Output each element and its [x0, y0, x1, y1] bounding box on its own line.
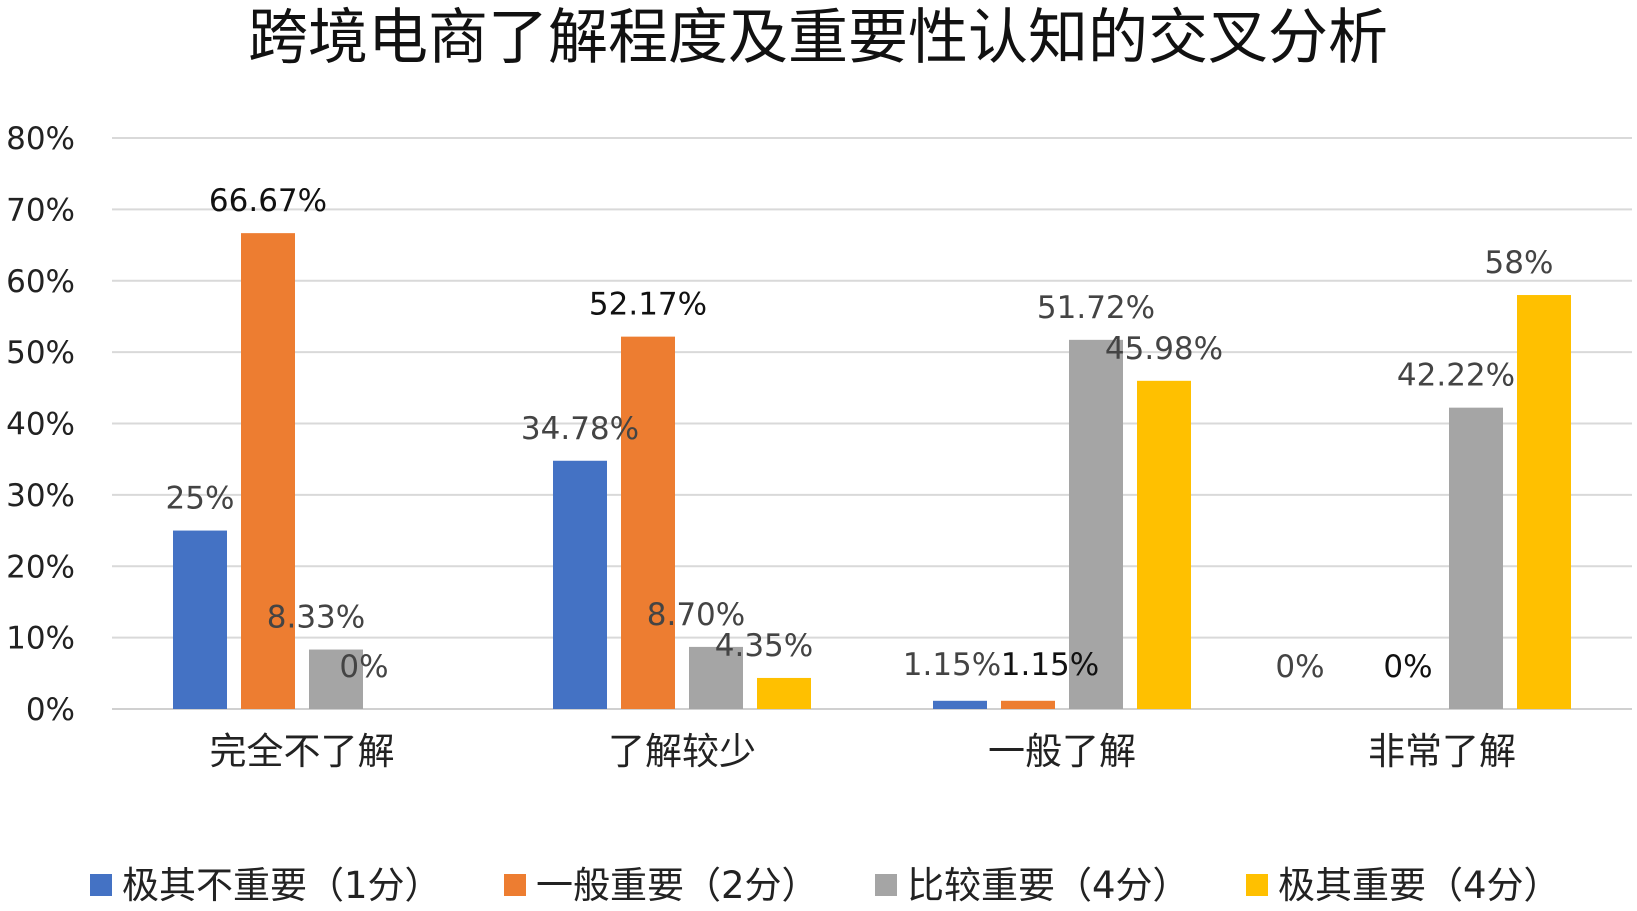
data-labels: 25% 66.67% 8.33% 0% 34.78% 52.17% 8.70%4.35% 1.…: [166, 183, 1554, 685]
y-tick-label: 10%: [6, 621, 75, 657]
bar: [309, 649, 363, 709]
chart-title: 跨境电商了解程度及重要性认知的交叉分析: [248, 3, 1388, 73]
y-tick-label: 50%: [6, 335, 75, 371]
data-label: 0%: [1275, 649, 1324, 685]
gridlines: [112, 137, 1632, 710]
legend-swatch: [504, 874, 526, 896]
legend-label: 极其不重要（1分）: [122, 864, 442, 907]
bar: [173, 530, 227, 709]
x-category-label: 一般了解: [988, 730, 1136, 773]
data-label: 42.22%: [1397, 358, 1515, 394]
data-label: 58%: [1485, 245, 1554, 281]
legend-swatch: [1246, 874, 1268, 896]
data-label: 0%: [1383, 649, 1432, 685]
bar: [1449, 407, 1503, 709]
y-tick-label: 30%: [6, 478, 75, 514]
y-axis-ticks: 0% 10% 20% 30% 40% 50% 60% 70% 80%: [6, 121, 75, 728]
data-label: 52.17%: [589, 287, 707, 323]
legend-label: 比较重要（4分）: [907, 864, 1190, 907]
x-axis-categories: 完全不了解 了解较少 一般了解 非常了解: [210, 730, 1517, 773]
data-label: 34.78%: [521, 411, 639, 447]
bars: [173, 233, 1571, 709]
x-category-label: 非常了解: [1368, 730, 1516, 773]
y-tick-label: 70%: [6, 192, 75, 228]
y-tick-label: 80%: [6, 121, 75, 157]
bar: [689, 646, 743, 709]
bar: [241, 233, 295, 709]
x-category-label: 完全不了解: [210, 730, 395, 773]
y-tick-label: 20%: [6, 549, 75, 585]
legend-swatch: [90, 874, 112, 896]
data-label: 1.15%: [903, 647, 1001, 683]
data-label: 51.72%: [1037, 290, 1155, 326]
legend-label: 一般重要（2分）: [536, 864, 819, 907]
data-label: 1.15%: [1001, 647, 1099, 683]
y-tick-label: 40%: [6, 407, 75, 443]
data-label: 8.70%: [647, 597, 745, 633]
legend: 极其不重要（1分） 一般重要（2分） 比较重要（4分） 极其重要（4分）: [90, 864, 1561, 907]
bar: [1517, 295, 1571, 709]
x-category-label: 了解较少: [608, 730, 756, 773]
bar: [933, 700, 987, 709]
bar: [553, 460, 607, 709]
data-label: 0%: [339, 649, 388, 685]
bar: [1137, 380, 1191, 709]
legend-swatch: [875, 874, 897, 896]
data-label: 45.98%: [1105, 331, 1223, 367]
data-label: 25%: [166, 481, 235, 517]
data-label: 4.35%: [715, 628, 813, 664]
y-tick-label: 60%: [6, 264, 75, 300]
bar: [1069, 339, 1123, 709]
y-tick-label: 0%: [26, 692, 75, 728]
bar: [621, 336, 675, 709]
data-label: 8.33%: [267, 600, 365, 636]
data-label: 66.67%: [209, 183, 327, 219]
bar: [1001, 700, 1055, 709]
legend-label: 极其重要（4分）: [1278, 864, 1561, 907]
bar: [757, 677, 811, 709]
